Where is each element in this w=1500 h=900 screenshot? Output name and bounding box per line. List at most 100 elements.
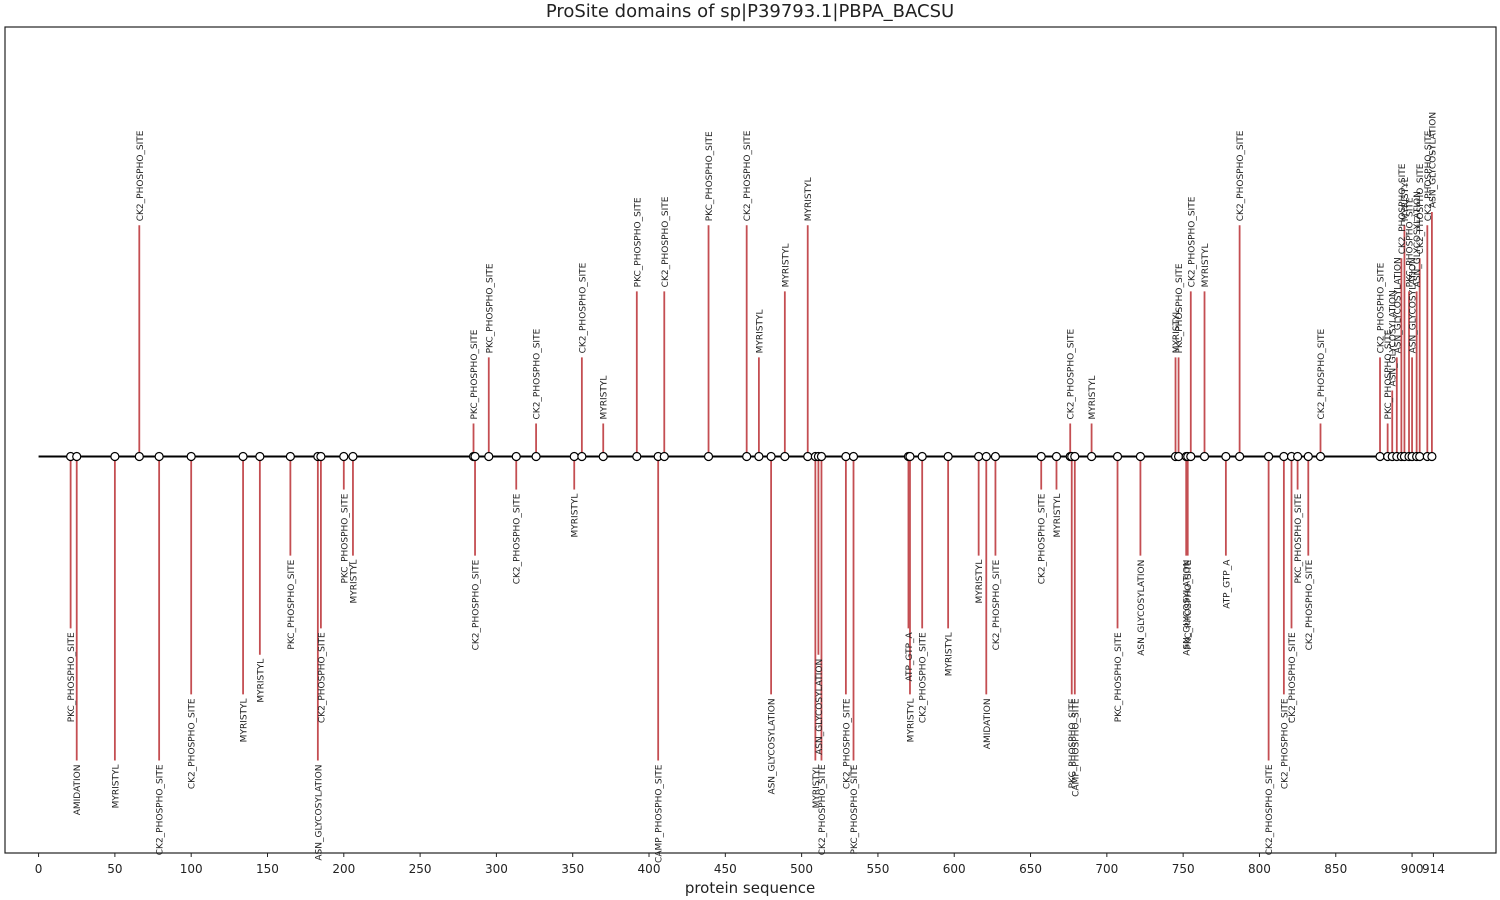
site-marker	[742, 451, 752, 462]
site-label: ASN_GLYCOSYLATION	[1413, 191, 1423, 287]
site-marker	[577, 451, 587, 462]
site-marker	[990, 451, 1001, 462]
site-label: PKC_PHOSPHO_SITE	[67, 632, 77, 722]
site-marker	[703, 451, 714, 462]
site-label: CK2_PHOSPHO_SITE	[1377, 262, 1387, 353]
x-tick-label: 450	[714, 862, 737, 876]
site-label: ASN_GLYCOSYLATION	[1409, 257, 1419, 353]
site-marker	[780, 451, 790, 462]
site-label: MYRISTYL	[906, 698, 916, 742]
x-tick-label: 750	[1172, 862, 1195, 876]
x-tick-label: 0	[35, 862, 43, 876]
site-marker	[285, 451, 295, 462]
site-label: PKC_PHOSPHO_SITE	[470, 329, 480, 419]
site-label: MYRISTYL	[111, 764, 121, 808]
site-label: MYRISTYL	[1401, 177, 1411, 221]
x-tick-label: 700	[1095, 862, 1118, 876]
site-label: CK2_PHOSPHO_SITE	[992, 559, 1002, 650]
site-marker	[1264, 451, 1274, 462]
site-marker	[1235, 451, 1245, 462]
site-label: CK2_PHOSPHO_SITE	[1288, 632, 1298, 723]
site-label: MYRISTYL	[256, 659, 266, 703]
site-label: AMIDATION	[73, 764, 83, 815]
site-marker	[1427, 451, 1437, 462]
site-marker	[848, 451, 859, 462]
x-tick-label: 250	[409, 862, 432, 876]
x-tick-label: 850	[1324, 862, 1347, 876]
site-label: CK2_PHOSPHO_SITE	[1416, 163, 1426, 254]
site-marker	[754, 451, 764, 462]
site-marker	[816, 451, 827, 462]
x-axis-label: protein sequence	[684, 879, 816, 897]
site-marker	[917, 451, 927, 462]
x-tick-label: 914	[1422, 862, 1445, 876]
site-marker	[1315, 451, 1326, 462]
site-marker	[766, 451, 776, 462]
site-label: PKC_PHOSPHO_SITE	[633, 197, 643, 287]
site-label: PKC_PHOSPHO_SITE	[1406, 197, 1416, 287]
x-tick-label: 300	[485, 862, 508, 876]
site-marker	[1293, 451, 1303, 462]
site-marker	[1112, 451, 1123, 462]
site-label: CK2_PHOSPHO_SITE	[1305, 559, 1315, 650]
site-label: CK2_PHOSPHO_SITE	[578, 262, 588, 353]
site-marker	[134, 451, 144, 462]
site-marker	[632, 451, 642, 462]
site-label: MYRISTYL	[349, 560, 359, 604]
site-label: CK2_PHOSPHO_SITE	[1280, 698, 1290, 789]
site-label: CK2_PHOSPHO_SITE	[472, 559, 482, 650]
site-label: PKC_PHOSPHO_SITE	[1184, 559, 1194, 649]
site-label: PKC_PHOSPHO_SITE	[1175, 263, 1185, 353]
site-label: CK2_PHOSPHO_SITE	[188, 698, 198, 789]
site-label: CAMP_PHOSPHO_SITE	[655, 764, 665, 863]
site-marker	[1279, 451, 1289, 462]
site-marker	[72, 451, 82, 462]
site-label: CAMP_PHOSPHO_SITE	[1071, 698, 1081, 797]
site-marker	[339, 451, 349, 462]
site-label: CK2_PHOSPHO_SITE	[1236, 130, 1246, 221]
site-label: MYRISTYL	[755, 309, 765, 353]
site-label: PKC_PHOSPHO_SITE	[340, 493, 350, 583]
site-label: MYRISTYL	[1172, 309, 1182, 353]
site-marker	[1173, 451, 1184, 462]
x-tick-label: 200	[332, 862, 355, 876]
site-label: MYRISTYL	[781, 243, 791, 287]
site-label: AMIDATION	[983, 698, 993, 749]
site-label: ASN_GLYCOSYLATION	[1428, 112, 1438, 208]
x-tick-label: 400	[638, 862, 661, 876]
site-label: ASN_GLYCOSYLATION	[1137, 560, 1147, 656]
site-marker	[569, 451, 579, 462]
site-label: ASN_GLYCOSYLATION	[314, 764, 324, 860]
site-label: MYRISTYL	[975, 560, 985, 604]
site-marker	[1303, 451, 1313, 462]
site-label: PKC_PHOSPHO_SITE	[1114, 632, 1124, 722]
site-marker	[905, 451, 915, 462]
site-label: PKC_PHOSPHO_SITE	[705, 131, 715, 221]
site-marker	[1051, 451, 1062, 462]
site-label: MYRISTYL	[240, 698, 250, 742]
site-label: CK2_PHOSPHO_SITE	[1398, 163, 1408, 254]
site-label: CK2_PHOSPHO_SITE	[136, 130, 146, 221]
site-marker	[255, 451, 265, 462]
site-label: CK2_PHOSPHO_SITE	[1187, 196, 1197, 287]
x-tick-label: 650	[1019, 862, 1042, 876]
x-tick-label: 500	[790, 862, 813, 876]
site-label: ASN_GLYCOSYLATION	[768, 698, 778, 794]
site-marker	[1221, 451, 1231, 462]
site-label: MYRISTYL	[571, 494, 581, 538]
site-label: MYRISTYL	[600, 376, 610, 420]
site-label: MYRISTYL	[945, 632, 955, 676]
site-marker	[484, 451, 494, 462]
site-label: PKC_PHOSPHO_SITE	[1294, 493, 1304, 583]
plot-frame	[4, 26, 1497, 854]
site-label: ATP_GTP_A	[1222, 559, 1232, 609]
site-label: CK2_PHOSPHO_SITE	[1038, 493, 1048, 584]
site-marker	[943, 451, 953, 462]
site-marker	[803, 451, 813, 462]
site-marker	[1070, 451, 1080, 462]
site-label: CK2_PHOSPHO_SITE	[661, 196, 671, 287]
site-marker	[154, 451, 164, 462]
site-marker	[1135, 451, 1146, 462]
site-marker	[1186, 451, 1196, 462]
